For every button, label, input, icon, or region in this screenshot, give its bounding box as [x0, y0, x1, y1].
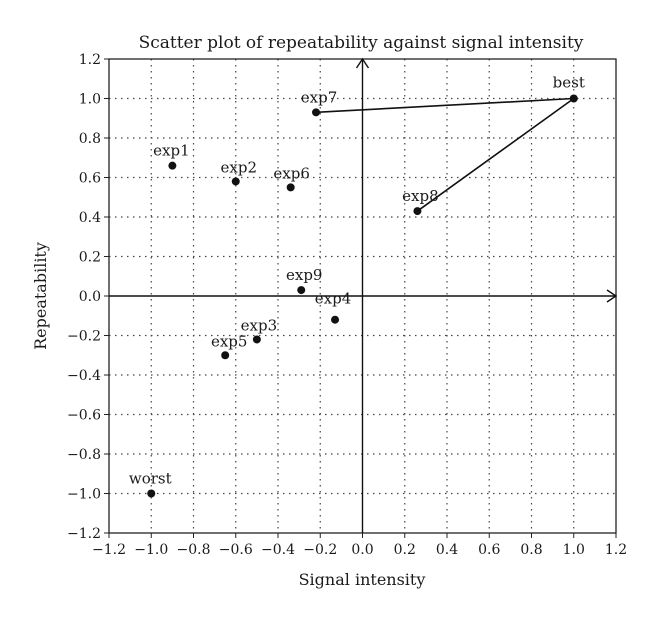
- y-tick-label: −0.2: [67, 329, 101, 345]
- x-tick-label: 1.2: [605, 542, 627, 558]
- point-worst: [147, 489, 156, 498]
- x-tick-label: −0.6: [219, 542, 253, 558]
- y-tick-label: 0.2: [79, 250, 101, 266]
- connection-exp7-best: [315, 97, 574, 114]
- y-axis-arrow: [355, 57, 370, 69]
- x-tick-label: −0.4: [261, 542, 295, 558]
- point-label-exp3: exp3: [241, 316, 277, 334]
- x-tick-label: 0.0: [351, 542, 373, 558]
- x-axis-arrow: [606, 289, 618, 303]
- x-tick-label: 0.4: [436, 542, 458, 558]
- axes: [109, 57, 618, 533]
- y-tick-label: 1.0: [79, 92, 101, 108]
- x-tick-label: −1.2: [92, 542, 126, 558]
- x-tick-label: 0.8: [520, 542, 542, 558]
- point-exp1: [168, 161, 177, 170]
- x-tick-label: −0.2: [303, 542, 337, 558]
- point-exp8: [413, 207, 422, 216]
- connection-exp8-best: [416, 97, 575, 212]
- point-exp3: [252, 335, 261, 344]
- point-best: [569, 94, 578, 103]
- x-tick-label: −1.0: [134, 542, 168, 558]
- point-label-exp7: exp7: [301, 88, 337, 106]
- point-exp6: [286, 183, 295, 192]
- point-label-best: best: [553, 74, 585, 92]
- y-tick-label: 0.8: [79, 131, 101, 147]
- point-label-exp2: exp2: [221, 158, 257, 176]
- y-tick-label: −1.0: [67, 487, 101, 503]
- point-label-exp8: exp8: [402, 187, 438, 205]
- x-axis-label: Signal intensity: [299, 570, 426, 589]
- point-label-exp5: exp5: [211, 332, 247, 350]
- y-tick-label: −0.6: [67, 408, 101, 424]
- chart-title: Scatter plot of repeatability against si…: [139, 33, 584, 53]
- point-label-exp1: exp1: [153, 142, 189, 160]
- point-exp5: [221, 351, 230, 360]
- point-label-exp6: exp6: [273, 164, 309, 182]
- y-tick-label: −0.8: [67, 447, 101, 463]
- point-exp2: [231, 177, 240, 186]
- point-label-worst: worst: [129, 470, 172, 488]
- connection-lines: [315, 97, 575, 212]
- y-tick-label: −1.2: [67, 526, 101, 542]
- y-tick-label: 1.2: [79, 52, 101, 68]
- y-tick-label: 0.6: [79, 171, 101, 187]
- y-tick-label: 0.4: [79, 210, 101, 226]
- y-axis-label: Repeatability: [31, 242, 50, 350]
- x-tick-label: 0.2: [394, 542, 416, 558]
- y-tick-label: 0.0: [79, 289, 101, 305]
- x-tick-label: 0.6: [478, 542, 500, 558]
- point-label-exp4: exp4: [315, 290, 351, 308]
- data-points: exp1 exp2 exp3 exp4 exp5 exp6 exp7 exp8 exp9 best…: [129, 74, 585, 498]
- ticks: −1.2 −1.0 −0.8 −0.6 −0.4 −0.2 0.0 0.2 0.4 0.6 0.8 1…: [67, 52, 627, 558]
- point-exp4: [331, 315, 340, 324]
- x-tick-label: −0.8: [177, 542, 211, 558]
- x-tick-label: 1.0: [563, 542, 585, 558]
- point-label-exp9: exp9: [286, 266, 322, 284]
- point-exp9: [297, 286, 306, 295]
- y-tick-label: −0.4: [67, 368, 101, 384]
- point-exp7: [312, 108, 321, 117]
